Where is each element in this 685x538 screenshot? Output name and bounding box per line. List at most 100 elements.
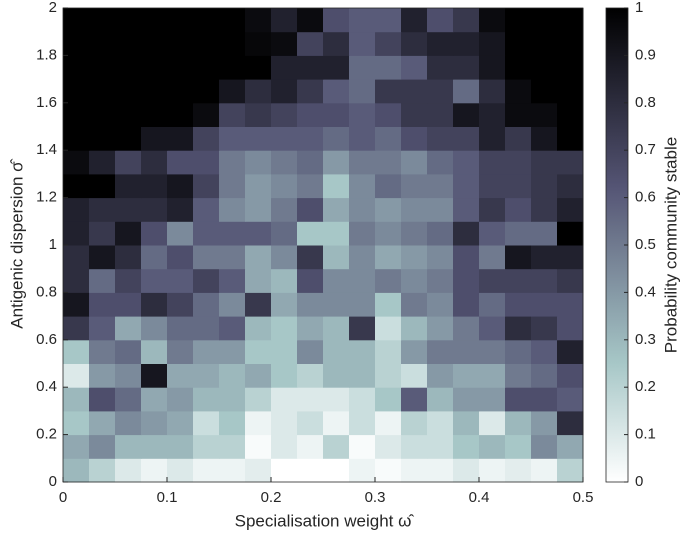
heatmap-cell — [531, 458, 558, 483]
heatmap-cell — [453, 221, 480, 246]
heatmap-cell — [453, 126, 480, 151]
heatmap-cell — [401, 8, 428, 33]
heatmap-cell — [453, 55, 480, 80]
heatmap-cell — [89, 434, 116, 459]
heatmap-cell — [297, 55, 324, 80]
heatmap-cell — [557, 339, 584, 364]
heatmap-cell — [323, 245, 350, 270]
heatmap-cell — [167, 150, 194, 175]
heatmap-cell — [427, 268, 454, 293]
heatmap-cell — [323, 268, 350, 293]
heatmap-cell — [219, 245, 246, 270]
heatmap-cell — [271, 8, 298, 33]
heatmap-cell — [375, 245, 402, 270]
heatmap-cell — [349, 339, 376, 364]
heatmap-cell — [115, 126, 142, 151]
x-tick-label: 0.5 — [573, 489, 594, 506]
heatmap-cell — [427, 458, 454, 483]
x-tick-label: 0.3 — [365, 489, 386, 506]
heatmap-cell — [401, 126, 428, 151]
heatmap-cell — [141, 150, 168, 175]
heatmap-cell — [479, 126, 506, 151]
colorbar-tick-label: 0.3 — [635, 331, 656, 348]
heatmap-cell — [375, 8, 402, 33]
heatmap-cell — [193, 79, 220, 104]
heatmap-cell — [453, 102, 480, 127]
heatmap-cell — [141, 197, 168, 222]
heatmap-cell — [557, 292, 584, 317]
heatmap-cell — [63, 126, 90, 151]
heatmap-cell — [141, 363, 168, 388]
heatmap-cell — [297, 150, 324, 175]
heatmap-cell — [167, 102, 194, 127]
heatmap-cell — [63, 221, 90, 246]
heatmap-cell — [115, 150, 142, 175]
heatmap-cell — [245, 292, 272, 317]
heatmap-cell — [89, 410, 116, 436]
heatmap-cell — [479, 221, 506, 246]
heatmap-cell — [531, 197, 558, 222]
heatmap-cell — [453, 339, 480, 364]
heatmap-cell — [193, 387, 220, 412]
heatmap-cell — [531, 268, 558, 293]
heatmap-cell — [115, 221, 142, 246]
heatmap-cell — [479, 31, 506, 56]
y-tick-label: 0.2 — [36, 426, 57, 443]
heatmap-cell — [427, 173, 454, 199]
heatmap-cell — [219, 221, 246, 246]
heatmap-cell — [427, 221, 454, 246]
heatmap-cell — [297, 79, 324, 104]
y-tick-label: 0 — [49, 473, 57, 490]
y-tick-label: 1.2 — [36, 189, 57, 206]
heatmap-cell — [349, 363, 376, 388]
heatmap-cell — [557, 79, 584, 104]
heatmap-cell — [219, 458, 246, 483]
heatmap-cell — [323, 55, 350, 80]
heatmap-cell — [141, 387, 168, 412]
heatmap-cell — [115, 79, 142, 104]
x-axis-label: Specialisation weight ω̂ — [235, 511, 415, 530]
heatmap-cell — [401, 339, 428, 364]
heatmap-cell — [557, 197, 584, 222]
heatmap-cell — [271, 339, 298, 364]
heatmap-cell — [63, 245, 90, 270]
heatmap-cell — [505, 292, 532, 317]
heatmap-cell — [349, 410, 376, 436]
heatmap-cell — [505, 8, 532, 33]
heatmap-cell — [479, 245, 506, 270]
heatmap-cell — [531, 387, 558, 412]
heatmap-cell — [531, 434, 558, 459]
heatmap-cell — [453, 79, 480, 104]
heatmap-cell — [89, 316, 116, 341]
heatmap-cell — [557, 458, 584, 483]
heatmap-cell — [141, 79, 168, 104]
heatmap-cell — [219, 387, 246, 412]
heatmap-cell — [193, 221, 220, 246]
heatmap-cell — [245, 102, 272, 127]
heatmap-cell — [505, 126, 532, 151]
heatmap-cell — [245, 55, 272, 80]
heatmap-cell — [427, 150, 454, 175]
heatmap-cell — [63, 292, 90, 317]
heatmap-cell — [63, 173, 90, 199]
heatmap-cell — [167, 316, 194, 341]
heatmap-cell — [427, 8, 454, 33]
heatmap-cell — [349, 245, 376, 270]
heatmap-cell — [167, 173, 194, 199]
heatmap-cell — [193, 55, 220, 80]
heatmap-cell — [349, 221, 376, 246]
heatmap-cell — [479, 173, 506, 199]
heatmap-cell — [141, 55, 168, 80]
heatmap-cell — [401, 55, 428, 80]
y-tick-label: 1 — [49, 236, 57, 253]
heatmap-cell — [167, 434, 194, 459]
heatmap-cell — [531, 126, 558, 151]
heatmap-cell — [271, 150, 298, 175]
heatmap-cell — [453, 8, 480, 33]
heatmap-cell — [193, 458, 220, 483]
colorbar-tick-label: 0.4 — [635, 283, 656, 300]
heatmap-cell — [401, 292, 428, 317]
heatmap-cell — [141, 268, 168, 293]
y-tick-label: 1.6 — [36, 94, 57, 111]
heatmap-cell — [89, 245, 116, 270]
